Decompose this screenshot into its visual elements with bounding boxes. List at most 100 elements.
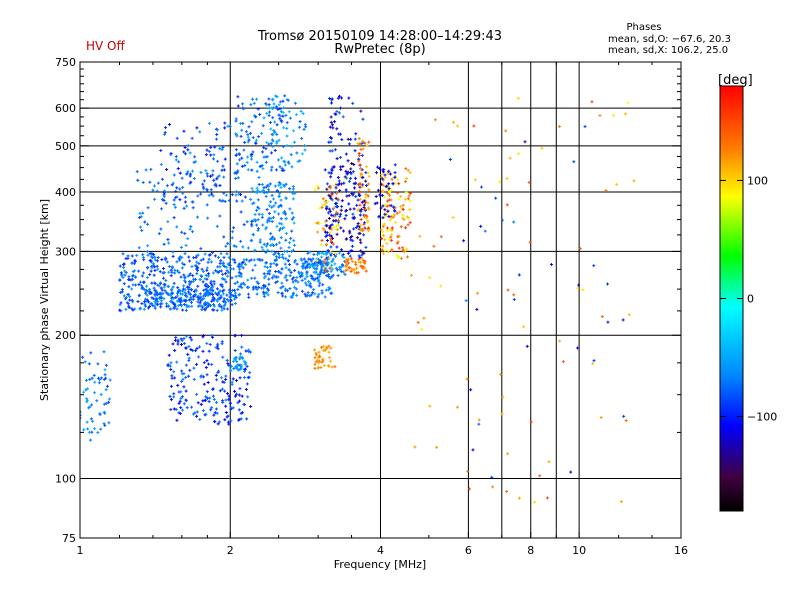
echo-point <box>298 272 300 276</box>
echo-point <box>296 293 298 297</box>
echo-point <box>387 188 389 192</box>
echo-point <box>186 285 188 289</box>
echo-point <box>304 292 306 296</box>
echo-point <box>215 127 217 131</box>
echo-point <box>308 262 310 266</box>
echo-point <box>174 348 176 352</box>
echo-point <box>244 195 246 199</box>
echo-point <box>131 287 133 291</box>
echo-point <box>120 309 122 313</box>
echo-point <box>300 109 302 113</box>
echo-point <box>518 496 520 500</box>
echo-point <box>275 105 277 109</box>
echo-point <box>357 208 359 212</box>
echo-point <box>328 171 330 175</box>
echo-point <box>332 273 334 277</box>
echo-point <box>361 168 363 172</box>
echo-point <box>346 263 348 267</box>
echo-point <box>251 202 253 206</box>
echo-point <box>206 359 208 363</box>
echo-point <box>166 260 168 264</box>
echo-point <box>259 112 261 116</box>
echo-point <box>243 369 245 373</box>
echo-point <box>317 230 319 234</box>
echo-point <box>302 262 304 266</box>
echo-point <box>305 125 307 129</box>
echo-point <box>315 260 317 264</box>
echo-point <box>325 262 327 266</box>
y-tick-label: 300 <box>55 245 76 258</box>
echo-point <box>340 212 342 216</box>
echo-point <box>201 274 203 278</box>
echo-point <box>167 220 169 224</box>
echo-point <box>396 211 398 215</box>
echo-point <box>289 263 291 267</box>
echo-point <box>223 292 225 296</box>
echo-point <box>179 412 181 416</box>
echo-point <box>203 296 205 300</box>
echo-point <box>321 268 323 272</box>
echo-point <box>216 177 218 181</box>
echo-point <box>178 304 180 308</box>
echo-point <box>405 226 407 230</box>
echo-point <box>349 142 351 146</box>
echo-point <box>197 269 199 273</box>
echo-point <box>314 348 316 352</box>
echo-point <box>191 304 193 308</box>
echo-point <box>141 287 143 291</box>
echo-point <box>154 300 156 304</box>
echo-point <box>281 167 283 171</box>
echo-point <box>387 191 389 195</box>
echo-point <box>167 238 169 242</box>
echo-point <box>143 271 145 275</box>
echo-point <box>192 279 194 283</box>
echo-point <box>274 210 276 214</box>
echo-point <box>337 220 339 224</box>
echo-point <box>213 420 215 424</box>
echo-point <box>355 181 357 185</box>
echo-point <box>166 184 168 188</box>
echo-point <box>164 191 166 195</box>
echo-point <box>91 430 93 434</box>
echo-point <box>279 221 281 225</box>
echo-point <box>336 245 338 249</box>
echo-point <box>179 171 181 175</box>
echo-point <box>271 138 273 142</box>
echo-point <box>316 252 318 256</box>
echo-point <box>208 303 210 307</box>
echo-point <box>349 171 351 175</box>
echo-point <box>367 194 369 198</box>
x-tick-label: 16 <box>674 544 688 557</box>
echo-point <box>163 271 165 275</box>
echo-point <box>127 293 129 297</box>
echo-point <box>203 294 205 298</box>
echo-point <box>330 234 332 238</box>
echo-point <box>200 374 202 378</box>
echo-point <box>129 295 131 299</box>
echo-point <box>160 149 162 153</box>
echo-point <box>224 265 226 269</box>
echo-point <box>325 234 327 238</box>
x-tick-label: 10 <box>572 544 586 557</box>
echo-point <box>523 325 525 329</box>
echo-point <box>188 374 190 378</box>
echo-point <box>166 302 168 306</box>
echo-point <box>175 189 177 193</box>
echo-point <box>218 369 220 373</box>
echo-point <box>157 292 159 296</box>
echo-point <box>154 269 156 273</box>
echo-point <box>91 376 93 380</box>
echo-point <box>268 114 270 118</box>
echo-point <box>86 397 88 401</box>
echo-point <box>573 160 575 164</box>
echo-point <box>329 226 331 230</box>
echo-point <box>221 168 223 172</box>
echo-point <box>364 221 366 225</box>
echo-point <box>409 199 411 203</box>
y-tick-label: 500 <box>55 140 76 153</box>
echo-point <box>252 287 254 291</box>
echo-point <box>180 275 182 279</box>
echo-point <box>219 183 221 187</box>
echo-point <box>391 233 393 237</box>
echo-point <box>414 445 416 449</box>
